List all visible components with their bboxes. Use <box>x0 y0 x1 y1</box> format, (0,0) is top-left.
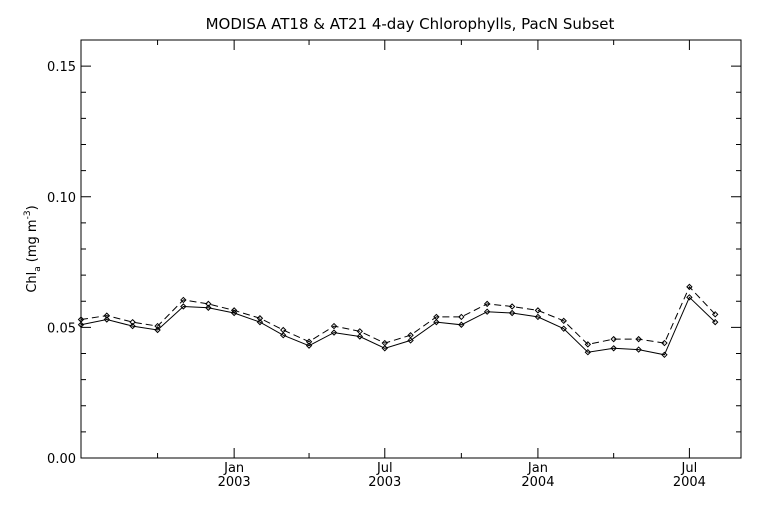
series-2-line <box>80 296 716 356</box>
y-axis-label-sup: -3 <box>23 210 33 219</box>
series-2-point <box>458 321 465 328</box>
series-2-point <box>129 322 136 330</box>
y-axis-label-close: ) <box>25 205 40 210</box>
series-1-point <box>560 317 567 325</box>
series-2-point <box>356 333 364 340</box>
series-1-point <box>180 296 187 304</box>
series-2-point <box>77 321 85 328</box>
y-tick-label: 0.10 <box>47 191 76 206</box>
series-2-point <box>280 332 287 339</box>
series-1-point <box>103 312 111 319</box>
series-1-point <box>508 303 516 310</box>
series-2-point <box>686 294 693 301</box>
series-1-point <box>661 339 668 347</box>
series-1-point <box>534 307 542 314</box>
series-2-point <box>103 316 111 323</box>
series-1-point <box>711 311 719 318</box>
series-1-line <box>80 286 716 345</box>
series-2-point <box>433 318 440 326</box>
data-series <box>77 283 719 359</box>
y-axis-label-sub: a <box>33 266 43 272</box>
series-1-point <box>686 283 693 291</box>
series-2-point <box>560 325 567 332</box>
series-2-point <box>483 308 491 315</box>
x-tick-label-month: Jul <box>376 461 393 476</box>
plot-frame <box>80 39 742 459</box>
series-1-point <box>635 335 642 343</box>
x-tick-label-year: 2003 <box>368 475 401 490</box>
y-axis-label: Chla (mg m-3) <box>23 205 43 292</box>
series-2-point <box>381 345 388 352</box>
series-2-point <box>330 329 338 336</box>
y-axis-label-unit: (mg m <box>25 219 40 262</box>
series-1-point <box>129 318 136 326</box>
x-tick-label-month: Jan <box>527 461 548 476</box>
series-2-point <box>407 337 414 344</box>
x-tick-label-month: Jan <box>223 461 244 476</box>
y-axis-label-main: Chl <box>25 272 40 293</box>
y-tick-label: 0.05 <box>47 321 76 336</box>
series-2-point <box>205 304 212 311</box>
series-1-point <box>330 322 338 330</box>
series-1-point <box>205 300 212 308</box>
series-1-point <box>256 315 264 322</box>
series-1-point <box>584 341 592 348</box>
y-tick-label: 0.15 <box>47 60 76 75</box>
series-1-point <box>305 338 313 345</box>
x-tick-label-year: 2004 <box>521 475 554 490</box>
series-2-point <box>508 309 516 317</box>
series-2-point <box>711 318 719 326</box>
series-2-point <box>154 326 161 334</box>
series-1-point <box>458 313 465 321</box>
series-2-point <box>305 342 313 349</box>
y-tick-labels: 0.00 0.05 0.10 0.15 <box>47 60 76 467</box>
series-1-point <box>280 326 287 334</box>
chart-title: MODISA AT18 & AT21 4-day Chlorophylls, P… <box>206 15 615 33</box>
series-2-point <box>610 345 617 352</box>
series-1-point <box>483 300 491 308</box>
series-2-point <box>256 318 264 326</box>
series-2-point <box>635 346 642 353</box>
series-2-point <box>661 351 668 359</box>
x-tick-label-year: 2003 <box>218 475 251 490</box>
series-2-point <box>584 348 592 356</box>
series-2-point <box>534 313 542 321</box>
x-tick-label-month: Jul <box>681 461 698 476</box>
y-tick-label: 0.00 <box>47 452 76 467</box>
series-2-point <box>180 303 187 310</box>
series-2-point <box>230 309 238 317</box>
series-1-point <box>610 335 617 343</box>
axis-ticks <box>80 39 741 459</box>
x-tick-label-year: 2004 <box>673 475 706 490</box>
series-1-point <box>154 322 161 330</box>
